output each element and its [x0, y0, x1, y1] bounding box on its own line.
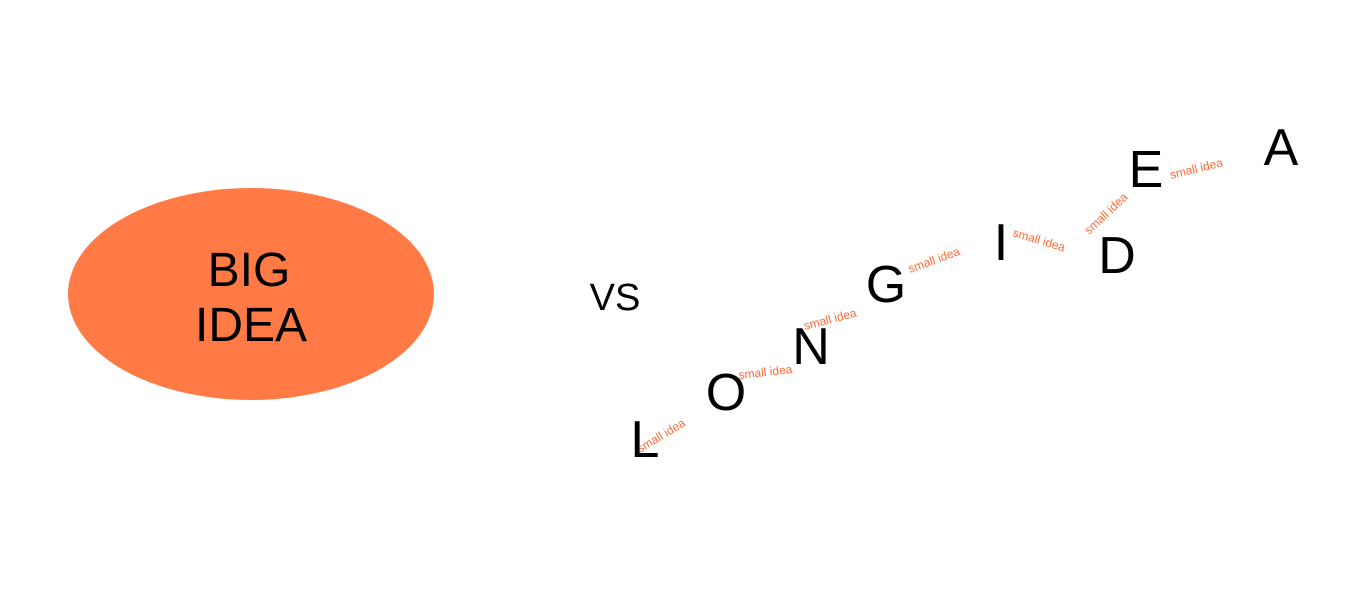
big-idea-circle — [68, 188, 434, 400]
small-idea-connector-2: small idea — [738, 362, 794, 382]
small-idea-connector-4: small idea — [906, 244, 962, 276]
long-idea-letter-d-6: D — [1098, 227, 1136, 285]
long-idea-letter-g-4: G — [866, 256, 906, 314]
long-idea-letter-o-2: O — [706, 364, 746, 422]
long-idea-chain: small idea small idea small idea small idea… — [631, 119, 1299, 469]
long-idea-letter-n-3: N — [792, 318, 830, 376]
big-idea-node: BIG IDEA — [68, 188, 434, 400]
big-idea-line1: BIG — [208, 244, 291, 297]
vs-label: VS — [590, 277, 641, 319]
small-idea-connector-5: small idea — [1011, 225, 1067, 254]
long-idea-letter-e-7: E — [1129, 141, 1164, 199]
big-idea-line2: IDEA — [195, 299, 307, 352]
small-idea-connector-7: small idea — [1168, 155, 1224, 182]
long-idea-letter-i-5: I — [994, 214, 1008, 272]
long-idea-letter-a-8: A — [1264, 119, 1299, 177]
long-idea-letter-l-1: L — [631, 411, 660, 469]
